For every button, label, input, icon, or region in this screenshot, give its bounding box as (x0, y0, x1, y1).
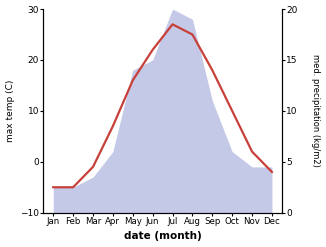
X-axis label: date (month): date (month) (124, 231, 201, 242)
Y-axis label: max temp (C): max temp (C) (6, 80, 15, 142)
Y-axis label: med. precipitation (kg/m2): med. precipitation (kg/m2) (311, 54, 320, 167)
